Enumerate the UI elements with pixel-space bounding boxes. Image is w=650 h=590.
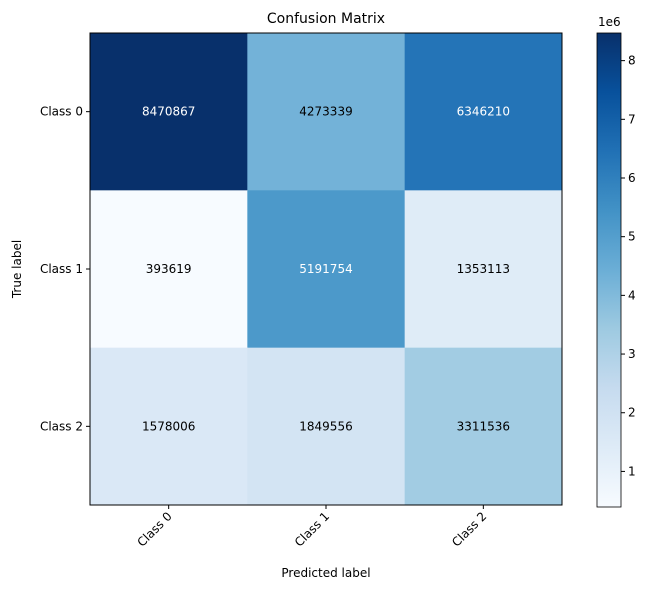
x-axis-ticks: Class 0 Class 1 Class 2 <box>134 505 489 550</box>
cell-value-r2-c1: 1849556 <box>299 419 352 433</box>
colorbar-ticks: 1 2 3 4 5 6 7 8 <box>621 54 636 478</box>
y-tick-label-0: Class 0 <box>40 105 83 119</box>
heatmap-cell-r0-c2 <box>404 33 563 191</box>
heatmap-cell-r2-c2 <box>404 347 563 506</box>
cell-value-r0-c1: 4273339 <box>299 105 352 119</box>
y-tick-label-1: Class 1 <box>40 262 83 276</box>
colorbar-scale-label: 1e6 <box>598 15 621 29</box>
colorbar-tick-label-4: 5 <box>628 230 636 244</box>
colorbar-gradient <box>596 32 622 508</box>
cell-value-r0-c0: 8470867 <box>142 105 195 119</box>
x-axis-label: Predicted label <box>281 566 370 580</box>
y-tick-label-2: Class 2 <box>40 419 83 433</box>
heatmap-cell-r2-c0 <box>90 347 248 506</box>
colorbar-tick-label-5: 6 <box>628 171 636 185</box>
heatmap-cell-r1-c1 <box>247 190 406 349</box>
colorbar-tick-label-6: 7 <box>628 112 636 126</box>
cell-value-r1-c1: 5191754 <box>299 262 352 276</box>
x-tick-label-2: Class 2 <box>449 509 489 549</box>
heatmap-cell-r0-c1 <box>247 33 406 191</box>
cell-value-r0-c2: 6346210 <box>457 105 510 119</box>
heatmap-cell-r2-c1 <box>247 347 406 506</box>
colorbar-tick-label-1: 2 <box>628 406 636 420</box>
heatmap-cells: 8470867 4273339 6346210 393619 5191754 135311… <box>90 33 563 506</box>
cell-value-r2-c0: 1578006 <box>142 419 195 433</box>
cell-value-r1-c0: 393619 <box>146 262 192 276</box>
chart-title: Confusion Matrix <box>267 11 385 27</box>
cell-value-r1-c2: 1353113 <box>457 262 510 276</box>
colorbar-tick-label-7: 8 <box>628 54 636 68</box>
colorbar-tick-label-2: 3 <box>628 347 636 361</box>
cell-value-r2-c2: 3311536 <box>457 419 510 433</box>
x-tick-label-0: Class 0 <box>134 509 174 549</box>
heatmap-cell-r1-c0 <box>90 190 248 349</box>
y-axis-label: True label <box>10 240 24 299</box>
y-axis-ticks: Class 0 Class 1 Class 2 <box>40 105 90 433</box>
colorbar-tick-label-0: 1 <box>628 464 636 478</box>
heatmap-cell-r0-c0 <box>90 33 248 191</box>
colorbar-tick-label-3: 4 <box>628 288 636 302</box>
heatmap-cell-r1-c2 <box>404 190 563 349</box>
colorbar: 1e6 1 2 3 4 5 6 7 8 <box>596 15 636 508</box>
x-tick-label-1: Class 1 <box>292 509 332 549</box>
